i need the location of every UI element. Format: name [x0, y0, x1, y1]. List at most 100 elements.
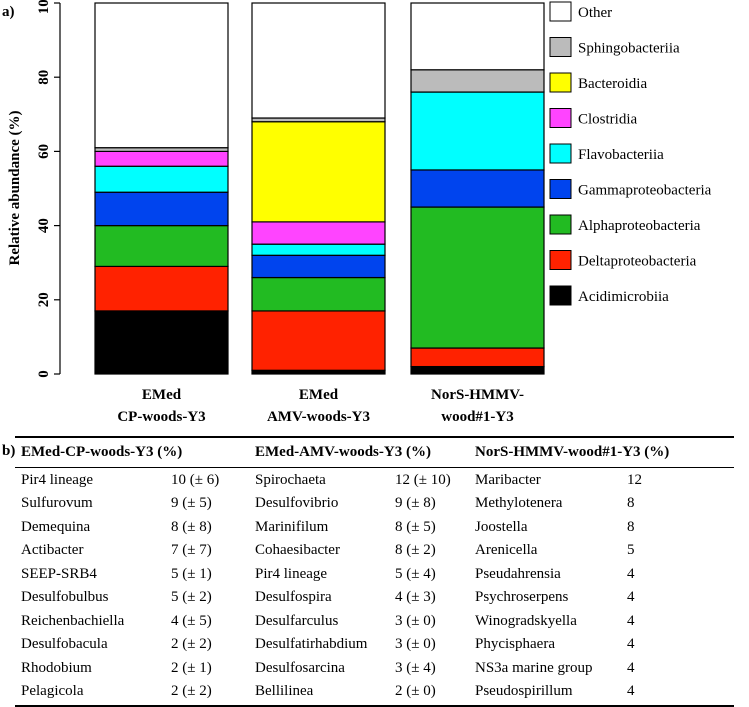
hmmv-genus: Methylotenera [475, 495, 563, 511]
bar-segment-acidimicrobiia [94, 310, 229, 375]
hmmv-value: 8 [627, 518, 635, 535]
x-tick-label: AMV-woods-Y3 [267, 409, 370, 425]
table-row: Pelagicola 2 (± 2) Bellilinea 2 (± 0) Pseudo… [15, 680, 734, 707]
bar-segment-gammaproteobacteria [251, 254, 386, 279]
legend-label: Bacteroidia [578, 76, 647, 92]
legend-swatch [549, 214, 572, 235]
bar-segment-alphaproteobacteria [410, 206, 545, 349]
cp-genus: Reichenbachiella [21, 612, 125, 629]
cp-genus: Desulfobulbus [21, 589, 109, 605]
bar-segment-alphaproteobacteria [251, 276, 386, 312]
amv-value: 9 (± 8) [395, 495, 436, 511]
cp-value: 2 (± 2) [165, 680, 249, 707]
legend-swatch [549, 179, 572, 199]
bar-segment-clostridia [94, 150, 229, 167]
cp-value: 9 (± 5) [171, 495, 212, 511]
amv-value: 8 (± 5) [395, 518, 436, 535]
hmmv-value: 4 [621, 680, 734, 707]
x-tick-label: wood#1-Y3 [441, 409, 514, 425]
hmmv-genus: Winogradskyella [475, 612, 577, 629]
bar-segment-other [94, 2, 229, 149]
hmmv-value: 5 [627, 542, 635, 558]
table-row: Sulfurovum 9 (± 5) Desulfovibrio 9 (± 8) Met… [15, 492, 734, 516]
hmmv-value: 8 [627, 495, 635, 511]
y-axis-label: Relative abundance (%) [7, 111, 23, 266]
hmmv-value: 12 [627, 471, 642, 488]
legend-label: Acidimicrobiia [578, 289, 669, 305]
bar-segment-flavobacteriia [410, 91, 545, 171]
top-genera-table: EMed-CP-woods-Y3 (%) EMed-AMV-woods-Y3 (… [15, 436, 734, 707]
table-header-amv: EMed-AMV-woods-Y3 (%) [255, 444, 431, 460]
cp-genus: Demequina [21, 518, 91, 535]
amv-genus: Pir4 lineage [255, 565, 328, 582]
legend: Other Sphingobacteriia Bacteroidia Clostrid… [549, 1, 712, 306]
table-row: Actibacter 7 (± 7) Cohaesibacter 8 (± 2) Are… [15, 539, 734, 563]
table-body: Pir4 lineage 10 (± 6) Spirochaeta 12 (± 10)… [15, 467, 734, 707]
amv-value: 3 (± 0) [395, 636, 436, 652]
table-row: SEEP-SRB4 5 (± 1) Pir4 lineage 5 (± 4) Pseud… [15, 563, 734, 587]
legend-label: Gammaproteobacteria [578, 183, 712, 199]
amv-value: 2 (± 0) [389, 680, 469, 707]
amv-genus: Desulfatirhabdium [255, 636, 368, 652]
cp-genus: Sulfurovum [21, 495, 93, 511]
bar-segment-alphaproteobacteria [94, 225, 229, 268]
cp-genus: Actibacter [21, 542, 84, 558]
hmmv-genus: NS3a marine group [475, 659, 593, 676]
amv-genus: Desulfosarcina [255, 659, 345, 676]
legend-label: Clostridia [578, 112, 638, 128]
legend-swatch [549, 250, 572, 270]
table-row: Demequina 8 (± 8) Marinifilum 8 (± 5) Jooste… [15, 516, 734, 540]
legend-label: Sphingobacteriia [578, 41, 680, 57]
cp-value: 10 (± 6) [171, 471, 220, 488]
cp-value: 8 (± 8) [171, 518, 212, 535]
table-row: Rhodobium 2 (± 1) Desulfosarcina 3 (± 4) NS3… [15, 657, 734, 681]
amv-genus: Spirochaeta [255, 471, 326, 488]
hmmv-genus: Psychroserpens [475, 589, 569, 605]
bar-segment-deltaproteobacteria [410, 347, 545, 368]
cp-genus: Desulfobacula [21, 636, 108, 652]
amv-genus: Desulfovibrio [255, 495, 339, 511]
cp-value: 5 (± 2) [171, 589, 212, 605]
amv-value: 12 (± 10) [395, 471, 451, 488]
hmmv-value: 4 [627, 612, 635, 629]
bar-segment-flavobacteriia [251, 243, 386, 256]
bar-segment-gammaproteobacteria [410, 169, 545, 208]
hmmv-genus: Maribacter [475, 471, 541, 488]
y-tick-label: 0 [36, 370, 52, 378]
x-tick-label: NorS-HMMV- [431, 387, 524, 403]
bar-segment-flavobacteriia [94, 165, 229, 193]
bar-segment-other [251, 2, 386, 119]
cp-value: 2 (± 2) [171, 636, 212, 652]
y-tick-label: 100 [36, 0, 52, 14]
cp-genus: Rhodobium [21, 659, 92, 676]
bar-segment-gammaproteobacteria [94, 191, 229, 227]
legend-label: Deltaproteobacteria [578, 254, 697, 270]
amv-genus: Bellilinea [249, 680, 389, 707]
hmmv-genus: Joostella [475, 518, 528, 535]
x-tick-labels: EMed CP-woods-Y3 EMed AMV-woods-Y3 NorS-HMMV… [117, 387, 524, 425]
stacked-bar-chart: a) Relative abundance (%) 0 20 40 60 80 100 E… [2, 0, 712, 425]
hmmv-value: 4 [627, 636, 635, 652]
cp-value: 2 (± 1) [171, 659, 212, 676]
amv-genus: Marinifilum [255, 518, 329, 535]
amv-genus: Cohaesibacter [255, 542, 340, 558]
panel-b-label: b) [2, 443, 16, 459]
bar-segment-sphingobacteriia [410, 69, 545, 93]
cp-value: 5 (± 1) [171, 565, 212, 582]
bar-segment-deltaproteobacteria [94, 265, 229, 312]
table-row: Desulfobacula 2 (± 2) Desulfatirhabdium 3 (… [15, 633, 734, 657]
cp-value: 4 (± 5) [171, 612, 212, 629]
amv-value: 3 (± 0) [395, 612, 436, 629]
hmmv-value: 4 [627, 565, 635, 582]
legend-swatch [549, 72, 572, 93]
hmmv-genus: Arenicella [475, 542, 538, 558]
x-tick-label: CP-woods-Y3 [117, 409, 205, 425]
cp-genus: Pir4 lineage [21, 471, 94, 488]
cp-genus: Pelagicola [15, 680, 165, 707]
y-tick-label: 40 [36, 218, 52, 233]
hmmv-value: 4 [627, 659, 635, 676]
hmmv-genus: Pseudahrensia [475, 565, 561, 582]
x-tick-label: EMed [299, 387, 339, 403]
hmmv-genus: Phycisphaera [475, 636, 555, 652]
amv-value: 3 (± 4) [395, 659, 436, 676]
